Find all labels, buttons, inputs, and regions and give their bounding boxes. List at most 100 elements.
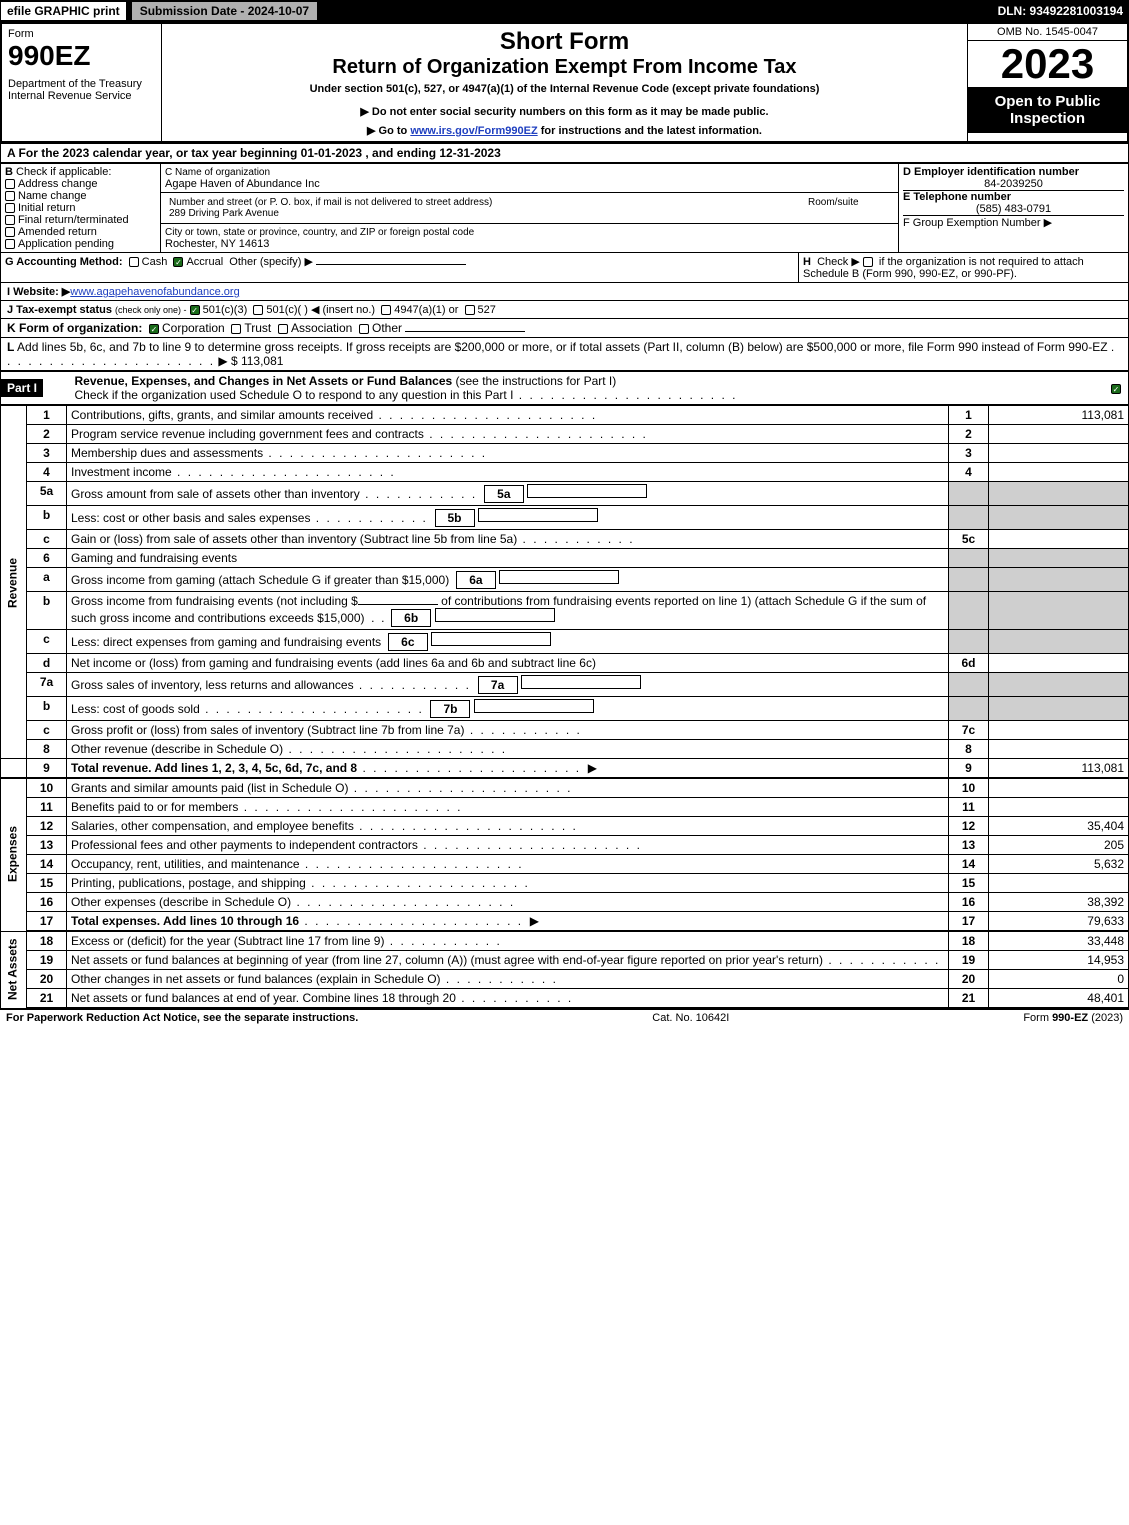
city-value: Rochester, NY 14613 xyxy=(165,238,269,250)
checkbox-icon[interactable] xyxy=(465,305,475,315)
line-1-amt: 113,081 xyxy=(989,406,1129,425)
checkbox-icon[interactable] xyxy=(359,324,369,334)
section-k: K Form of organization: ✓Corporation Tru… xyxy=(0,319,1129,338)
expenses-vlabel: Expenses xyxy=(1,778,27,931)
checkbox-icon[interactable] xyxy=(5,191,15,201)
checkbox-icon[interactable] xyxy=(863,257,873,267)
footer-center: Cat. No. 10642I xyxy=(652,1012,729,1024)
checkbox-icon[interactable] xyxy=(381,305,391,315)
opt-initial-return: Initial return xyxy=(5,202,156,214)
checkbox-checked-icon[interactable]: ✓ xyxy=(173,257,183,267)
section-b: B Check if applicable: Address change Na… xyxy=(1,164,161,253)
section-c-addr: Number and street (or P. O. box, if mail… xyxy=(161,193,899,224)
netassets-vlabel: Net Assets xyxy=(1,931,27,1008)
under-section: Under section 501(c), 527, or 4947(a)(1)… xyxy=(170,83,959,95)
line-13-amt: 205 xyxy=(989,836,1129,855)
i-label: I Website: ▶ xyxy=(7,286,70,298)
goto-notice: ▶ Go to www.irs.gov/Form990EZ for instru… xyxy=(170,124,959,137)
part-i-heading: Revenue, Expenses, and Changes in Net As… xyxy=(71,372,1099,405)
checkbox-icon[interactable] xyxy=(253,305,263,315)
line-17-amt: 79,633 xyxy=(989,912,1129,932)
ssn-notice: ▶ Do not enter social security numbers o… xyxy=(170,105,959,118)
section-j: J Tax-exempt status (check only one) - ✓… xyxy=(0,301,1129,319)
line-12-amt: 35,404 xyxy=(989,817,1129,836)
checkbox-icon[interactable] xyxy=(231,324,241,334)
section-c-city: City or town, state or province, country… xyxy=(161,224,899,253)
omb-number: OMB No. 1545-0047 xyxy=(968,24,1127,41)
checkbox-checked-icon[interactable]: ✓ xyxy=(1111,384,1121,394)
website-link[interactable]: www.agapehavenofabundance.org xyxy=(70,286,239,298)
header-right: OMB No. 1545-0047 2023 Open to Public In… xyxy=(967,24,1127,141)
other-specify-line xyxy=(316,264,466,265)
short-form-title: Short Form xyxy=(170,28,959,56)
dln-label: DLN: 93492281003194 xyxy=(998,4,1129,18)
gh-row: G Accounting Method: Cash ✓Accrual Other… xyxy=(0,253,1129,283)
checkbox-checked-icon[interactable]: ✓ xyxy=(190,305,200,315)
section-i: I Website: ▶www.agapehavenofabundance.or… xyxy=(0,283,1129,301)
opt-address-change: Address change xyxy=(5,178,156,190)
opt-amended-return: Amended return xyxy=(5,226,156,238)
section-c-name: C Name of organization Agape Haven of Ab… xyxy=(161,164,899,193)
form-label: Form xyxy=(8,28,155,40)
page-footer: For Paperwork Reduction Act Notice, see … xyxy=(0,1009,1129,1026)
dept-treasury: Department of the Treasury xyxy=(8,78,155,90)
ein-value: 84-2039250 xyxy=(903,178,1124,190)
footer-left: For Paperwork Reduction Act Notice, see … xyxy=(6,1012,358,1024)
submission-date: Submission Date - 2024-10-07 xyxy=(131,1,318,21)
other-org-line xyxy=(405,331,525,332)
j-label: J Tax-exempt status xyxy=(7,304,112,316)
checkbox-icon[interactable] xyxy=(5,227,15,237)
section-a: A For the 2023 calendar year, or tax yea… xyxy=(0,143,1129,163)
part-i-header: Part I Revenue, Expenses, and Changes in… xyxy=(0,371,1129,405)
k-label: K Form of organization: xyxy=(7,321,142,335)
section-h: H Check ▶ if the organization is not req… xyxy=(799,253,1129,283)
checkbox-icon[interactable] xyxy=(5,203,15,213)
form-header: Form 990EZ Department of the Treasury In… xyxy=(0,22,1129,143)
phone-value: (585) 483-0791 xyxy=(903,203,1124,215)
form-number: 990EZ xyxy=(8,40,155,72)
org-name: Agape Haven of Abundance Inc xyxy=(165,178,320,190)
checkbox-icon[interactable] xyxy=(5,239,15,249)
b-label: B xyxy=(5,166,13,178)
section-l: L Add lines 5b, 6c, and 7b to line 9 to … xyxy=(0,338,1129,371)
checkbox-icon[interactable] xyxy=(5,215,15,225)
h-label: H xyxy=(803,256,811,268)
c-name-label: C Name of organization xyxy=(165,167,270,178)
checkbox-icon[interactable] xyxy=(278,324,288,334)
l-label: L xyxy=(7,340,14,354)
checkbox-icon[interactable] xyxy=(129,257,139,267)
irs-label: Internal Revenue Service xyxy=(8,90,155,102)
return-title: Return of Organization Exempt From Incom… xyxy=(170,56,959,79)
gross-receipts: 113,081 xyxy=(241,354,284,368)
top-bar: efile GRAPHIC print Submission Date - 20… xyxy=(0,0,1129,22)
checkbox-checked-icon[interactable]: ✓ xyxy=(149,324,159,334)
lines-table: Revenue 1 Contributions, gifts, grants, … xyxy=(0,405,1129,1009)
footer-right: Form 990-EZ (2023) xyxy=(1023,1012,1123,1024)
irs-link[interactable]: www.irs.gov/Form990EZ xyxy=(410,125,537,137)
line-19-amt: 14,953 xyxy=(989,951,1129,970)
addr-label: Number and street (or P. O. box, if mail… xyxy=(169,197,492,208)
city-label: City or town, state or province, country… xyxy=(165,227,474,238)
line-21-amt: 48,401 xyxy=(989,989,1129,1009)
line-18-amt: 33,448 xyxy=(989,931,1129,951)
tax-year: 2023 xyxy=(968,41,1127,87)
part-i-badge: Part I xyxy=(1,379,43,397)
open-inspection: Open to Public Inspection xyxy=(968,87,1127,133)
l-text: Add lines 5b, 6c, and 7b to line 9 to de… xyxy=(17,340,1108,354)
room-suite: Room/suite xyxy=(804,195,894,221)
l-arrow: ▶ $ xyxy=(218,354,237,368)
f-label: F Group Exemption Number ▶ xyxy=(903,217,1052,229)
opt-final-return: Final return/terminated xyxy=(5,214,156,226)
revenue-vlabel: Revenue xyxy=(1,406,27,759)
section-g: G Accounting Method: Cash ✓Accrual Other… xyxy=(1,253,799,283)
line-9-amt: 113,081 xyxy=(989,759,1129,779)
check-if: Check if applicable: xyxy=(16,166,111,178)
g-label: G Accounting Method: xyxy=(5,256,123,268)
line-14-amt: 5,632 xyxy=(989,855,1129,874)
entity-info-table: B Check if applicable: Address change Na… xyxy=(0,163,1129,253)
checkbox-icon[interactable] xyxy=(5,179,15,189)
e-label: E Telephone number xyxy=(903,191,1011,203)
opt-name-change: Name change xyxy=(5,190,156,202)
header-center: Short Form Return of Organization Exempt… xyxy=(162,24,967,141)
d-label: D Employer identification number xyxy=(903,166,1079,178)
